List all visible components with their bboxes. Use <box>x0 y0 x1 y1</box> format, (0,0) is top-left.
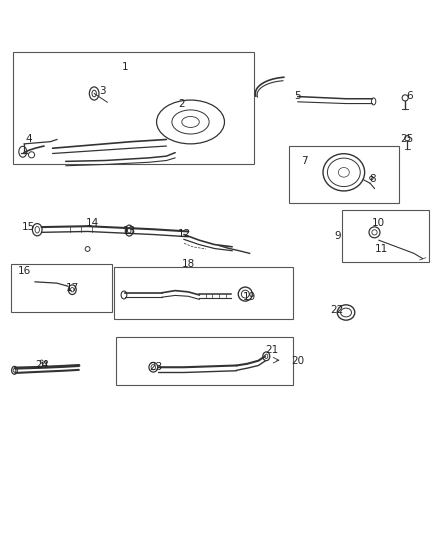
Text: 9: 9 <box>334 231 341 241</box>
Text: 2: 2 <box>178 100 185 109</box>
Text: 10: 10 <box>372 217 385 228</box>
Text: 3: 3 <box>99 86 106 96</box>
Text: 4: 4 <box>25 134 32 144</box>
Text: 11: 11 <box>374 244 388 254</box>
Text: 8: 8 <box>369 174 376 184</box>
Text: 6: 6 <box>406 91 413 101</box>
Text: 20: 20 <box>291 356 304 366</box>
Text: 19: 19 <box>243 292 256 302</box>
Text: 5: 5 <box>294 91 301 101</box>
Text: 12: 12 <box>177 229 191 239</box>
Text: 15: 15 <box>22 222 35 232</box>
Text: 7: 7 <box>301 156 308 166</box>
Text: 13: 13 <box>123 227 136 237</box>
Text: 18: 18 <box>182 260 195 269</box>
Text: 1: 1 <box>121 62 128 72</box>
Text: 16: 16 <box>18 266 31 276</box>
Text: 21: 21 <box>265 345 278 355</box>
Text: 22: 22 <box>331 305 344 316</box>
Text: 24: 24 <box>35 360 48 370</box>
Text: 23: 23 <box>149 362 162 372</box>
Text: 17: 17 <box>66 284 79 293</box>
Text: 25: 25 <box>401 134 414 144</box>
Text: 14: 14 <box>85 217 99 228</box>
